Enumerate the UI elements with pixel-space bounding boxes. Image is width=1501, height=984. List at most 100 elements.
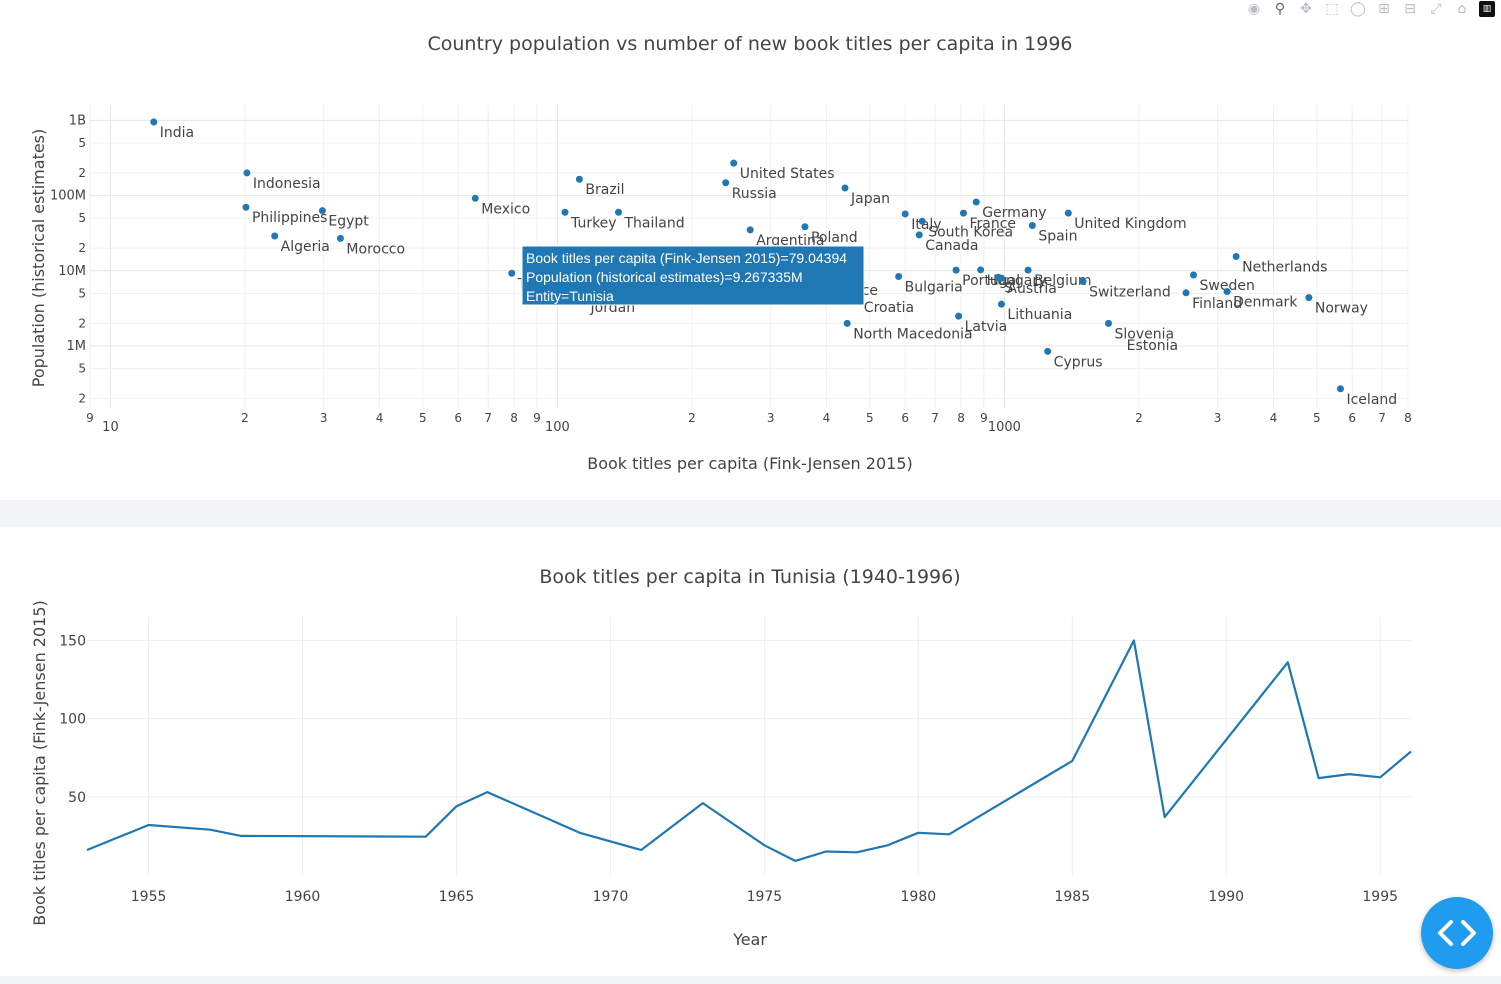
zoom-in-icon[interactable]: ⊞ — [1378, 1, 1390, 17]
line-y-tick-label: 50 — [68, 790, 86, 806]
point-label-thailand: Thailand — [624, 215, 685, 231]
point-label-lithuania: Lithuania — [1007, 307, 1072, 323]
scatter-y-tick-label: 2 — [78, 392, 86, 406]
point-india[interactable] — [150, 118, 158, 126]
point-iceland[interactable] — [1336, 385, 1344, 393]
zoom-out-icon[interactable]: ⊟ — [1404, 1, 1416, 17]
scatter-y-tick-label: 5 — [78, 286, 86, 300]
line-tick-labels: 1955 1960 1965 1970 1975 1980 1985 1990 1995 50 10… — [59, 633, 1398, 905]
scatter-x-tick-label: 5 — [419, 411, 427, 425]
camera-icon[interactable]: ◉ — [1247, 1, 1261, 17]
point-russia[interactable] — [722, 179, 730, 187]
scatter-x-tick-label: 8 — [510, 411, 518, 425]
point-label-egypt: Egypt — [328, 214, 369, 230]
point-label-portugal: Portugal — [962, 273, 1020, 289]
lasso-icon[interactable]: ◯ — [1350, 1, 1366, 17]
scatter-x-tick-label: 6 — [901, 411, 909, 425]
point-thailand[interactable] — [615, 208, 623, 216]
point-egypt[interactable] — [318, 207, 326, 215]
point-north-macedonia[interactable] — [843, 319, 851, 327]
point-label-indonesia: Indonesia — [253, 176, 321, 192]
scatter-x-tick-label: 10 — [102, 420, 119, 435]
point-united-kingdom[interactable] — [1064, 209, 1072, 217]
point-italy[interactable] — [901, 210, 909, 218]
point-japan[interactable] — [841, 184, 849, 192]
scatter-x-tick-label: 2 — [688, 411, 696, 425]
scatter-y-tick-label: 2 — [78, 241, 86, 255]
point-mexico[interactable] — [471, 194, 479, 202]
point-label-france: France — [969, 216, 1016, 232]
hover-tooltip-line-3: Entity=Tunisia — [526, 288, 614, 304]
point-label-brazil: Brazil — [585, 182, 624, 198]
point-hungary[interactable] — [977, 266, 985, 274]
point-switzerland[interactable] — [1079, 278, 1087, 286]
point-label-spain: Spain — [1038, 229, 1077, 245]
point-poland[interactable] — [801, 223, 809, 231]
line-x-tick-label: 1990 — [1208, 889, 1244, 905]
point-label-iceland: Iceland — [1346, 392, 1397, 408]
point-label-philippines: Philippines — [252, 210, 327, 226]
plot-modebar: ◉ ⚲ ✥ ⬚ ◯ ⊞ ⊟ ⤢ ⌂ ▥ — [1245, 0, 1495, 18]
scatter-x-tick-label: 6 — [454, 411, 462, 425]
point-belgium[interactable] — [1024, 266, 1032, 274]
point-canada[interactable] — [915, 231, 923, 239]
line-series-tunisia[interactable] — [86, 639, 1412, 862]
point-latvia[interactable] — [955, 312, 963, 320]
point-denmark[interactable] — [1223, 288, 1231, 296]
point-south-korea[interactable] — [918, 217, 926, 225]
pan-icon[interactable]: ✥ — [1300, 1, 1312, 17]
scatter-x-tick-label: 3 — [1214, 411, 1222, 425]
point-brazil[interactable] — [575, 175, 583, 183]
point-austria[interactable] — [997, 274, 1005, 282]
point-lithuania[interactable] — [997, 300, 1005, 308]
scatter-y-tick-label: 1B — [69, 113, 86, 128]
line-chart: Book titles per capita in Tunisia (1940-… — [30, 566, 1412, 949]
point-label-france: ce — [862, 283, 878, 299]
point-germany[interactable] — [972, 198, 980, 206]
point-united-states[interactable] — [730, 159, 738, 167]
point-tunisia[interactable] — [508, 269, 516, 277]
point-portugal[interactable] — [952, 266, 960, 274]
box-select-icon[interactable]: ⬚ — [1325, 1, 1339, 17]
point-label-estonia: Estonia — [1127, 338, 1179, 354]
line-chart-title: Book titles per capita in Tunisia (1940-… — [539, 566, 960, 588]
point-norway[interactable] — [1305, 294, 1313, 302]
point-indonesia[interactable] — [243, 169, 251, 177]
autoscale-icon[interactable]: ⤢ — [1430, 1, 1442, 17]
point-slovenia[interactable] — [1104, 319, 1112, 327]
point-label-denmark: Denmark — [1233, 295, 1298, 311]
point-sweden[interactable] — [1190, 271, 1198, 279]
scatter-y-tick-label: 10M — [58, 264, 86, 279]
scatter-points[interactable]: India Indonesia Philippines Algeria Egypt Mor… — [150, 118, 1397, 408]
scatter-x-tick-label: 2 — [241, 411, 249, 425]
point-label-russia: Russia — [732, 186, 777, 202]
point-france[interactable] — [959, 209, 967, 217]
point-label-croatia: Croatia — [864, 300, 914, 316]
code-toggle-button[interactable] — [1421, 897, 1493, 969]
reset-icon[interactable]: ⌂ — [1457, 1, 1467, 17]
point-spain[interactable] — [1028, 222, 1036, 230]
point-algeria[interactable] — [271, 232, 279, 240]
point-label-cyprus: Cyprus — [1054, 354, 1103, 370]
point-finland[interactable] — [1182, 289, 1190, 297]
zoom-icon[interactable]: ⚲ — [1274, 1, 1286, 17]
point-philippines[interactable] — [242, 203, 250, 211]
scatter-x-tick-label: 5 — [866, 411, 874, 425]
code-brackets-icon — [1438, 920, 1476, 946]
point-label-canada: Canada — [925, 238, 978, 254]
hover-tooltip-line-2: Population (historical estimates)=9.2673… — [526, 269, 803, 285]
point-label-poland: Poland — [811, 230, 858, 246]
point-argentina[interactable] — [746, 226, 754, 234]
point-label-finland: Finland — [1192, 296, 1242, 312]
point-morocco[interactable] — [336, 234, 344, 242]
point-netherlands[interactable] — [1232, 252, 1240, 260]
point-bulgaria[interactable] — [895, 272, 903, 280]
plotly-logo-icon[interactable]: ▥ — [1479, 1, 1495, 17]
point-label-morocco: Morocco — [346, 241, 405, 257]
point-label-latvia: Latvia — [965, 319, 1008, 335]
point-cyprus[interactable] — [1044, 347, 1052, 355]
scatter-x-tick-label: 3 — [767, 411, 775, 425]
line-gridlines — [87, 617, 1411, 875]
line-x-tick-label: 1975 — [747, 889, 783, 905]
point-turkey[interactable] — [561, 208, 569, 216]
